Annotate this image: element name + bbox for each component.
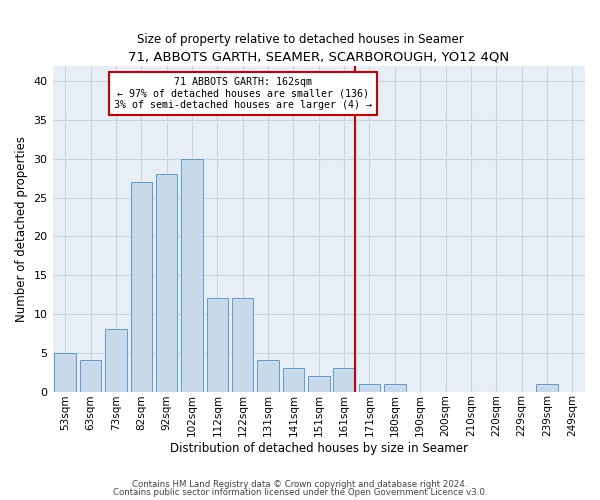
Text: Size of property relative to detached houses in Seamer: Size of property relative to detached ho…: [137, 32, 463, 46]
Bar: [308, 376, 329, 392]
Text: 71 ABBOTS GARTH: 162sqm
← 97% of detached houses are smaller (136)
3% of semi-de: 71 ABBOTS GARTH: 162sqm ← 97% of detache…: [114, 77, 372, 110]
Bar: [536, 384, 558, 392]
Bar: [156, 174, 178, 392]
Bar: [80, 360, 101, 392]
Title: 71, ABBOTS GARTH, SEAMER, SCARBOROUGH, YO12 4QN: 71, ABBOTS GARTH, SEAMER, SCARBOROUGH, Y…: [128, 50, 509, 63]
Bar: [359, 384, 380, 392]
Bar: [181, 158, 203, 392]
Text: Contains HM Land Registry data © Crown copyright and database right 2024.: Contains HM Land Registry data © Crown c…: [132, 480, 468, 489]
Bar: [283, 368, 304, 392]
Text: Contains public sector information licensed under the Open Government Licence v3: Contains public sector information licen…: [113, 488, 487, 497]
Bar: [384, 384, 406, 392]
Bar: [232, 298, 253, 392]
X-axis label: Distribution of detached houses by size in Seamer: Distribution of detached houses by size …: [170, 442, 468, 455]
Bar: [131, 182, 152, 392]
Bar: [105, 330, 127, 392]
Bar: [206, 298, 228, 392]
Bar: [334, 368, 355, 392]
Bar: [55, 352, 76, 392]
Y-axis label: Number of detached properties: Number of detached properties: [15, 136, 28, 322]
Bar: [257, 360, 279, 392]
